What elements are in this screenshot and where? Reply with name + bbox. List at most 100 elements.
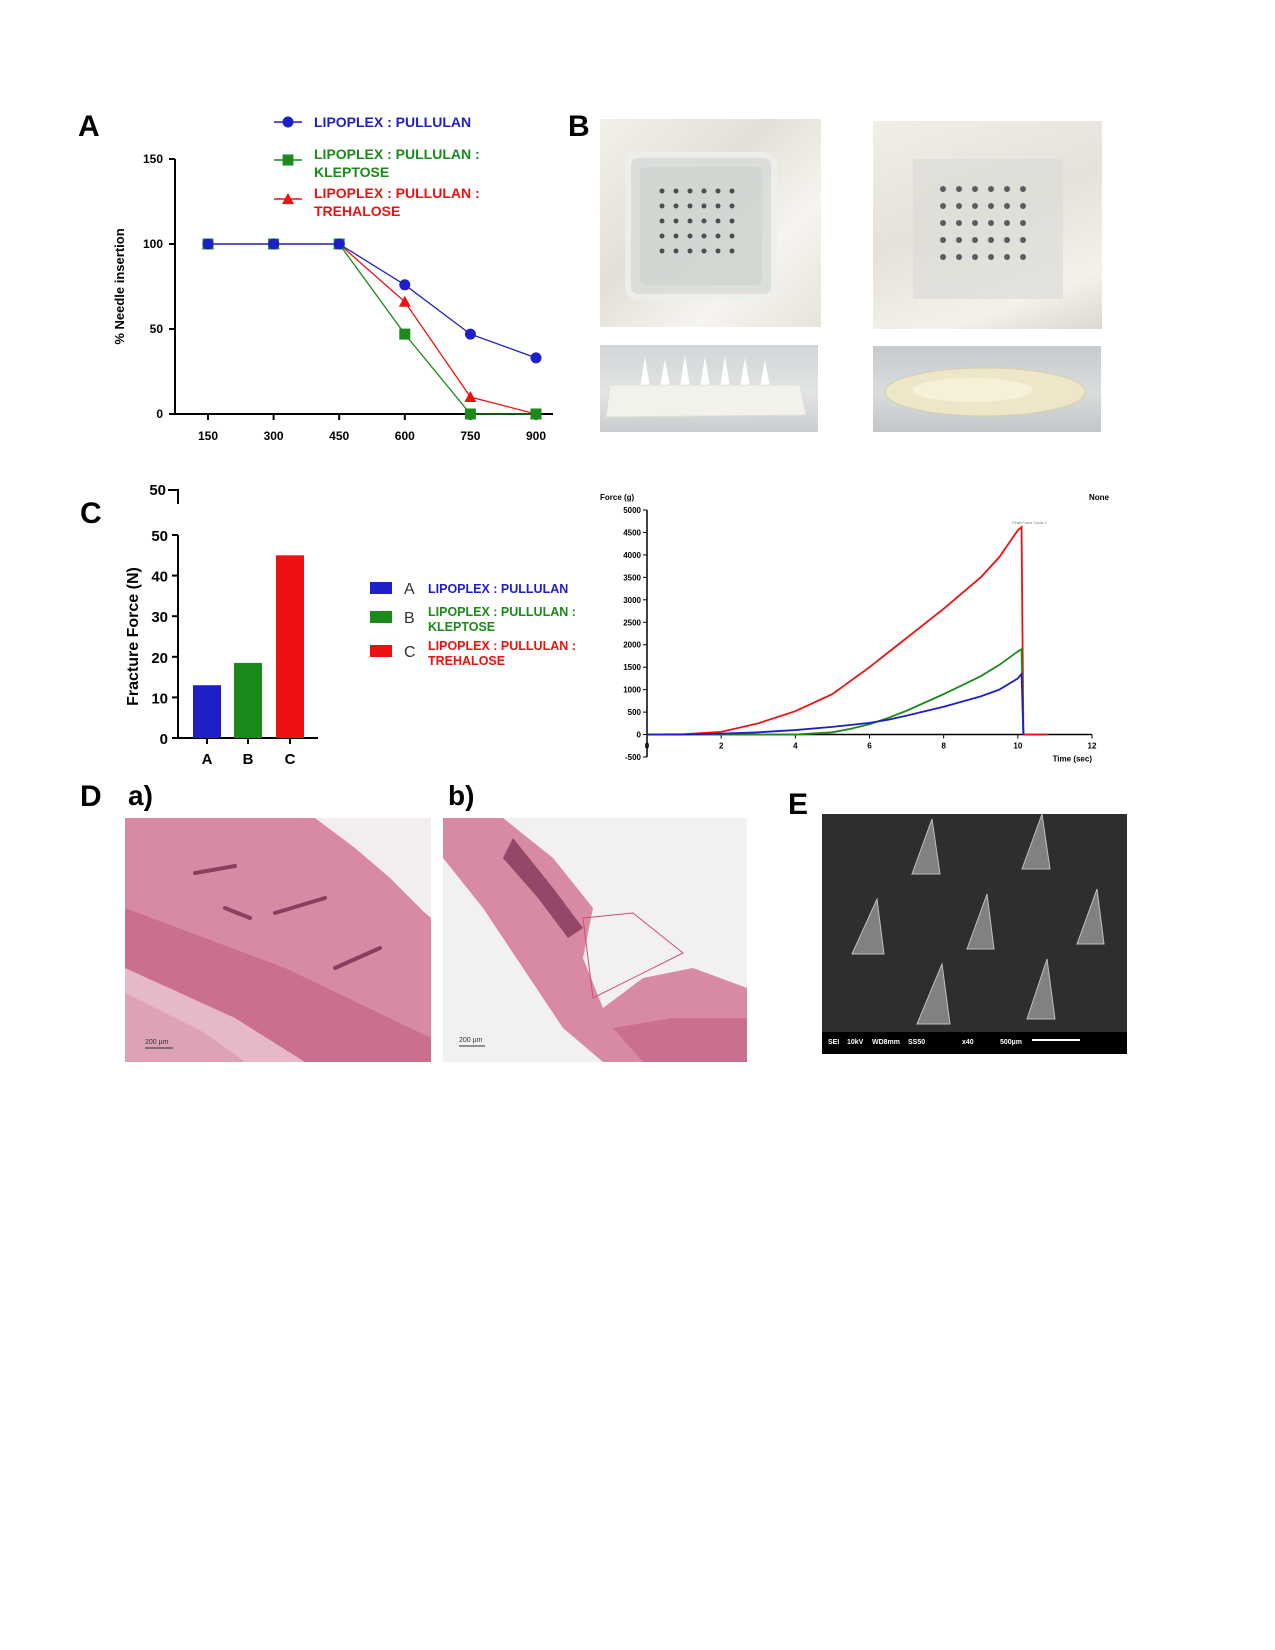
subpanel-label-b: b) (448, 780, 475, 811)
x-tick-label: 750 (460, 429, 480, 443)
data-point (530, 352, 542, 364)
y-tick-label: -500 (625, 753, 642, 762)
x-tick-label: 300 (264, 429, 284, 443)
legend-label: KLEPTOSE (314, 164, 389, 180)
legend-label: TREHALOSE (314, 203, 400, 219)
corner-label: None (1089, 493, 1110, 502)
x-tick-label: 6 (867, 742, 872, 751)
y-tick-label: 1500 (623, 663, 641, 672)
legend-label: LIPOPLEX : PULLULAN : (428, 639, 576, 653)
x-tick-label: 8 (941, 742, 946, 751)
data-point (464, 328, 476, 340)
sem-info-wd: WD8mm (872, 1039, 900, 1046)
data-point (202, 238, 214, 250)
skin-texture-pattern-2 (913, 159, 1063, 299)
skin-texture-pattern (625, 152, 777, 300)
histology-tissue-a: 200 µm (125, 818, 431, 1062)
y-axis-label: Fracture Force (N) (125, 567, 142, 706)
series-line (208, 243, 537, 415)
y-tick-label: 0 (160, 731, 168, 748)
legend-key: C (404, 644, 416, 661)
panel-label-c: C (80, 497, 102, 530)
y-tick-label: 40 (151, 569, 168, 586)
y-tick-label-top: 50 (149, 482, 166, 499)
data-point (333, 238, 345, 250)
insertion-dots (659, 188, 735, 254)
x-tick-label: 150 (198, 429, 218, 443)
data-point (399, 328, 411, 340)
y-tick-label: 50 (151, 528, 168, 545)
y-tick-label: 2500 (623, 618, 641, 627)
legend-marker (282, 193, 294, 204)
y-tick-label: 4500 (623, 528, 641, 537)
panel-label-d: D (80, 780, 102, 813)
x-tick-label: 900 (526, 429, 546, 443)
series-line (208, 243, 536, 415)
y-tick-label: 3500 (623, 573, 641, 582)
force-curve (646, 525, 1048, 736)
force-time-chart: -500050010001500200025003000350040004500… (600, 493, 1110, 764)
force-curve (647, 647, 1025, 736)
data-point (464, 408, 476, 420)
sem-info-ss: SS50 (908, 1039, 925, 1046)
y-tick-label: 0 (156, 407, 163, 421)
bar (193, 685, 221, 738)
y-tick-label: 20 (151, 650, 168, 667)
legend-key: B (404, 610, 415, 627)
subpanel-label-a: a) (128, 780, 153, 811)
y-tick-label: 30 (151, 609, 168, 626)
data-point (530, 408, 542, 420)
sem-needle-shapes: SEI 10kV WD8mm SS50 x40 500µm (822, 814, 1127, 1054)
scale-bar-label-a: 200 µm (145, 1039, 169, 1046)
y-tick-label: 150 (143, 152, 163, 166)
y-tick-label: 10 (151, 690, 168, 707)
y-tick-label: 5000 (623, 506, 641, 515)
sem-microneedle-image: SEI 10kV WD8mm SS50 x40 500µm (822, 814, 1127, 1054)
histology-image-b: 200 µm (443, 818, 747, 1062)
bar (276, 555, 304, 738)
y-tick-label: 50 (150, 322, 164, 336)
y-tick-label: 500 (628, 708, 642, 717)
data-point (268, 238, 280, 250)
x-tick-label: A (202, 751, 213, 768)
array-dissolved-shape (884, 367, 1086, 417)
x-tick-label: 450 (329, 429, 349, 443)
microneedle-skin-photo-top-left (600, 119, 821, 327)
y-tick-label: 0 (637, 731, 642, 740)
y-tick-label: 100 (143, 237, 163, 251)
x-tick-label: 10 (1013, 742, 1022, 751)
x-tick-label: 2 (719, 742, 724, 751)
peak-annotation: Peak Force Cycle 1 (1012, 520, 1048, 525)
legend-label: LIPOPLEX : PULLULAN : (314, 146, 480, 162)
histology-image-a: 200 µm (125, 818, 431, 1062)
bar (234, 662, 262, 738)
legend-label: LIPOPLEX : PULLULAN (428, 582, 568, 596)
x-tick-label: 12 (1088, 742, 1097, 751)
needle-insertion-chart: 0 50 100 150 150 300 450 600 750 900 % Needle inse… (112, 114, 553, 443)
microneedle-skin-photo-top-right (873, 121, 1102, 329)
legend-swatch (370, 611, 392, 623)
legend-marker (282, 116, 294, 128)
x-tick-label: C (285, 751, 296, 768)
scale-bar-label-b: 200 µm (459, 1037, 483, 1044)
series-line (208, 243, 537, 359)
sem-info-sei: SEI (828, 1039, 839, 1046)
force-curve (647, 671, 1025, 736)
y-tick-label: 1000 (623, 686, 641, 695)
legend-label: LIPOPLEX : PULLULAN : (428, 605, 576, 619)
legend-key: A (404, 581, 415, 598)
legend-swatch (370, 582, 392, 594)
data-point (398, 295, 411, 307)
x-axis-label: Time (sec) (1053, 755, 1093, 764)
x-tick-label: B (243, 751, 254, 768)
y-tick-label: 4000 (623, 551, 641, 560)
legend-swatch (370, 645, 392, 657)
insertion-dots-2 (940, 186, 1026, 260)
y-axis-label: Force (g) (600, 493, 635, 502)
legend-marker (282, 154, 294, 166)
sem-info-scale: 500µm (1000, 1039, 1022, 1046)
x-tick-label: 600 (395, 429, 415, 443)
legend-label: LIPOPLEX : PULLULAN : (314, 185, 480, 201)
sem-info-kv: 10kV (847, 1039, 864, 1046)
panel-label-a: A (78, 110, 100, 143)
